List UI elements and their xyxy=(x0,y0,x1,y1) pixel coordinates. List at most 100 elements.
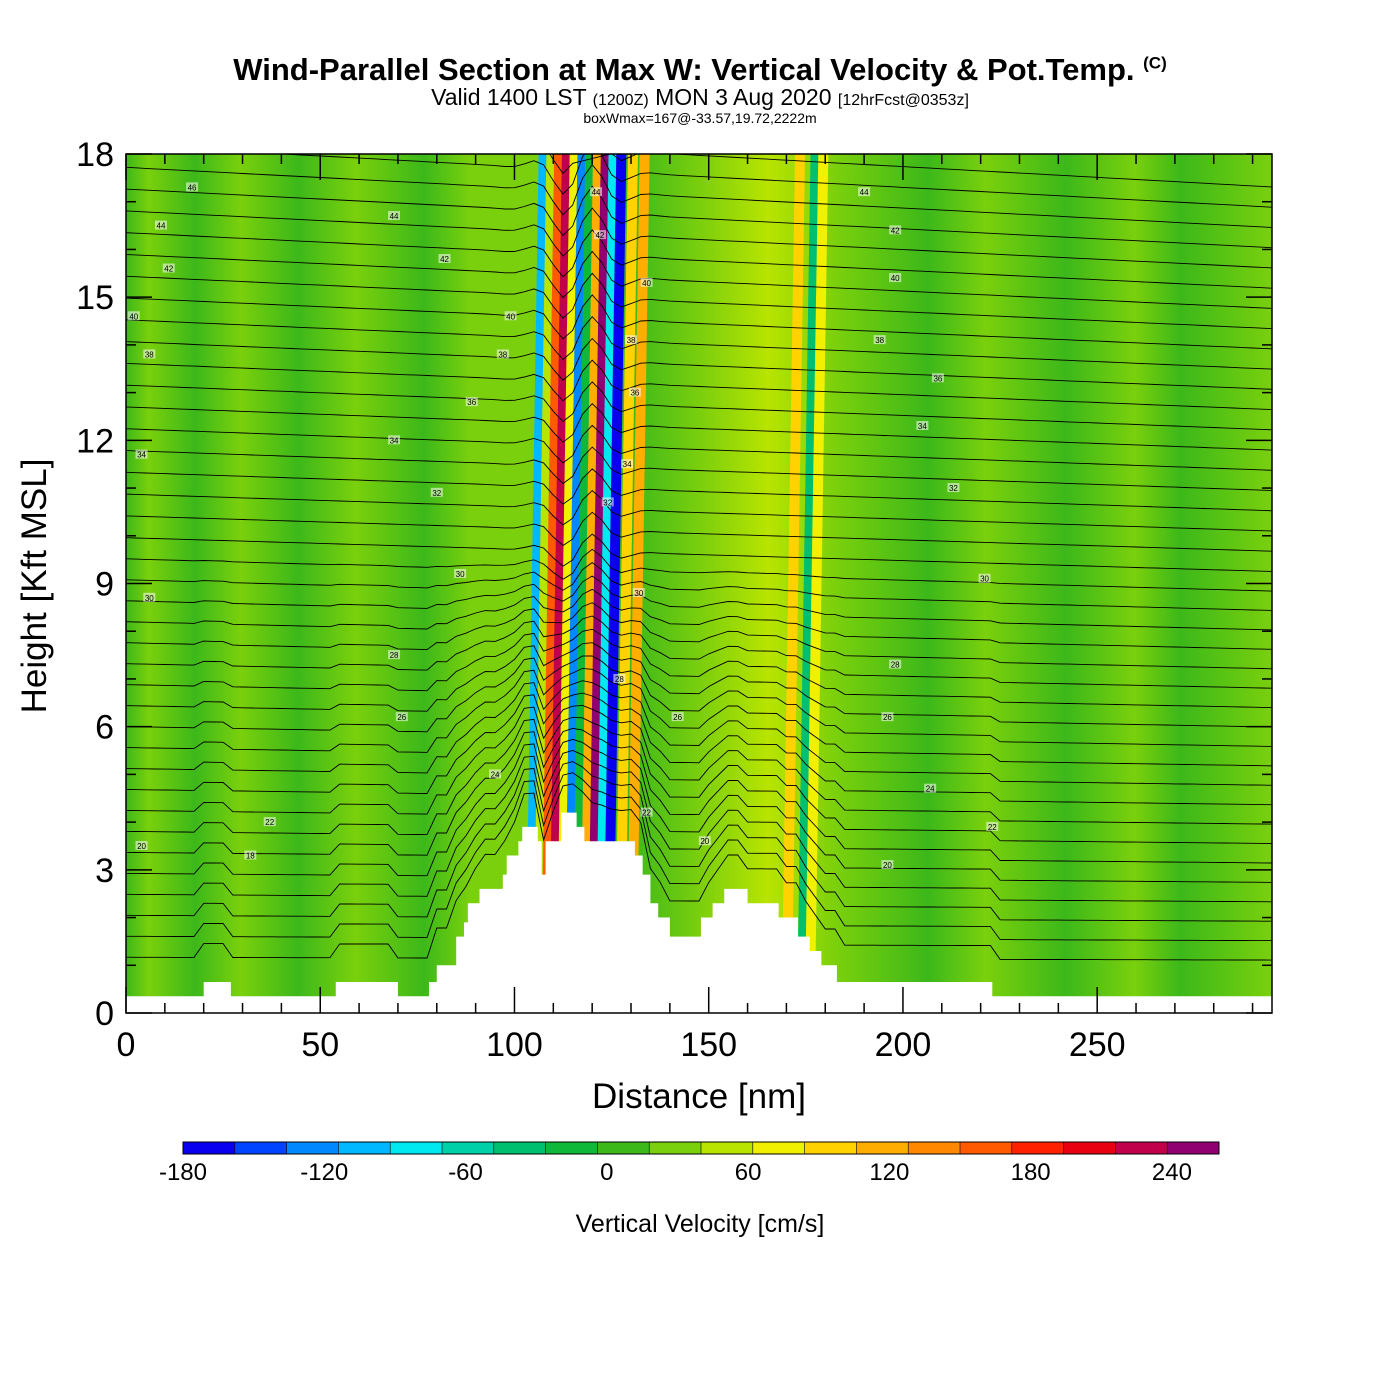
theta-contour-line xyxy=(126,602,1272,670)
contour-label: 22 xyxy=(986,821,999,832)
contour-label: 24 xyxy=(489,769,502,779)
contour-label-text: 30 xyxy=(456,570,465,579)
contour-label: 30 xyxy=(978,573,991,584)
theta-contour-line xyxy=(126,575,1272,631)
colorbar-swatch xyxy=(545,1142,598,1154)
colorbar-swatch xyxy=(856,1142,909,1154)
chart-title-text: Wind-Parallel Section at Max W: Vertical… xyxy=(233,52,1135,87)
wave-band xyxy=(540,154,565,1013)
contour-label-text: 36 xyxy=(467,398,476,407)
contour-label-text: 32 xyxy=(949,484,958,493)
contour-label-text: 30 xyxy=(145,594,154,603)
wave-band xyxy=(587,154,611,1013)
contour-label-text: 28 xyxy=(891,661,900,670)
contour-label-text: 44 xyxy=(860,188,869,197)
contour-label-text: 34 xyxy=(623,460,632,469)
x-tick-label: 250 xyxy=(1069,1026,1126,1064)
theta-contour-line xyxy=(126,783,1272,961)
y-tick-label: 9 xyxy=(95,566,114,604)
contour-label: 44 xyxy=(590,187,603,197)
theta-contour-line xyxy=(126,489,1272,532)
colorbar-tick-label: -180 xyxy=(159,1159,207,1186)
colorbar-swatch xyxy=(960,1142,1013,1154)
x-tick-label: 200 xyxy=(875,1026,932,1064)
chart-subtitle: Valid 1400 LST (1200Z) MON 3 Aug 2020 [1… xyxy=(0,84,1400,111)
contour-label-text: 22 xyxy=(988,823,997,832)
x-tick-label: 150 xyxy=(680,1026,737,1064)
contour-label-text: 46 xyxy=(188,183,197,192)
theta-contour-line xyxy=(126,468,1272,512)
contour-label-text: 24 xyxy=(926,785,935,794)
contour-label-text: 40 xyxy=(642,279,651,288)
colorbar-swatch xyxy=(804,1142,857,1154)
theta-contour-line xyxy=(126,588,1272,650)
wave-band xyxy=(532,154,557,1013)
colorbar-swatch xyxy=(493,1142,547,1154)
theta-contour-line xyxy=(126,381,1272,431)
contour-label-text: 44 xyxy=(592,188,601,197)
contour-label: 24 xyxy=(924,783,937,794)
box-info: boxWmax=167@-33.57,19.72,2222m xyxy=(583,110,817,126)
contour-label-text: 28 xyxy=(615,675,624,684)
theta-contour-line xyxy=(549,154,1272,188)
colorbar-tick-label: -60 xyxy=(448,1159,483,1186)
contour-label-text: 20 xyxy=(883,861,892,870)
contour-label: 20 xyxy=(698,836,711,846)
colorbar-swatch xyxy=(183,1142,236,1154)
colorbar-tick-label: 120 xyxy=(869,1159,909,1186)
contour-label-text: 38 xyxy=(875,336,884,345)
contour-label-text: 24 xyxy=(491,770,500,779)
contour-label: 28 xyxy=(889,659,902,670)
contour-label-text: 44 xyxy=(157,222,166,231)
colorbar-tick-label: 180 xyxy=(1011,1159,1051,1186)
contour-label: 42 xyxy=(162,263,175,274)
contour-label-text: 20 xyxy=(137,842,146,851)
contour-label: 34 xyxy=(916,421,929,431)
theta-contour-line xyxy=(126,229,1272,289)
y-tick-label: 0 xyxy=(95,995,114,1033)
colorbar-swatch xyxy=(338,1142,391,1154)
contour-label: 40 xyxy=(889,273,902,283)
x-tick-label: 50 xyxy=(301,1026,339,1064)
theta-contour-line xyxy=(126,359,1272,411)
contour-labels: 46 44 42 40 38 34 30 20 18 22 44 42 40 38 36 34 32 30 28 26… xyxy=(127,182,999,870)
axis-ticks xyxy=(125,153,1272,1014)
y-tick-label: 3 xyxy=(95,852,114,890)
valid-time: Valid 1400 LST xyxy=(431,84,587,110)
wave-band xyxy=(525,154,549,1013)
theta-contour-line xyxy=(126,761,1272,922)
contour-label-text: 20 xyxy=(700,837,709,846)
colorbar-swatch xyxy=(908,1142,961,1154)
contour-label-text: 22 xyxy=(265,818,274,827)
theta-contour-line xyxy=(126,716,1272,844)
y-tick-label: 18 xyxy=(76,136,114,174)
contour-label: 40 xyxy=(504,311,517,321)
contour-label: 44 xyxy=(388,211,401,221)
contour-label-text: 30 xyxy=(634,589,643,598)
theta-contour-line xyxy=(126,511,1272,552)
colorbar-labels: -180 -120 -60 0 60 120 180 240 xyxy=(159,1159,1192,1186)
velocity-stripes xyxy=(525,154,829,1013)
theta-contour-line xyxy=(126,548,1272,592)
contour-label-text: 42 xyxy=(595,231,604,240)
contour-label-text: 32 xyxy=(603,498,612,507)
theta-contour-line xyxy=(126,403,1272,451)
colorbar-swatch xyxy=(390,1142,443,1154)
contour-label: 38 xyxy=(143,349,156,359)
theta-contour-line xyxy=(126,163,1272,228)
contour-label-text: 26 xyxy=(883,713,892,722)
contour-label: 44 xyxy=(154,220,167,231)
copyright-mark: (C) xyxy=(1143,53,1167,73)
contour-label: 42 xyxy=(593,230,606,240)
terrain-mask xyxy=(126,812,1272,1013)
contour-label-text: 26 xyxy=(397,713,406,722)
contour-label-text: 40 xyxy=(129,312,138,321)
colorbar-swatch xyxy=(649,1142,702,1154)
x-tick-label: 0 xyxy=(117,1026,136,1064)
contour-label: 28 xyxy=(613,673,626,684)
y-tick-label: 6 xyxy=(95,709,114,747)
wave-band xyxy=(563,154,588,1013)
contour-label-text: 34 xyxy=(390,436,399,445)
contour-label: 40 xyxy=(640,277,653,288)
